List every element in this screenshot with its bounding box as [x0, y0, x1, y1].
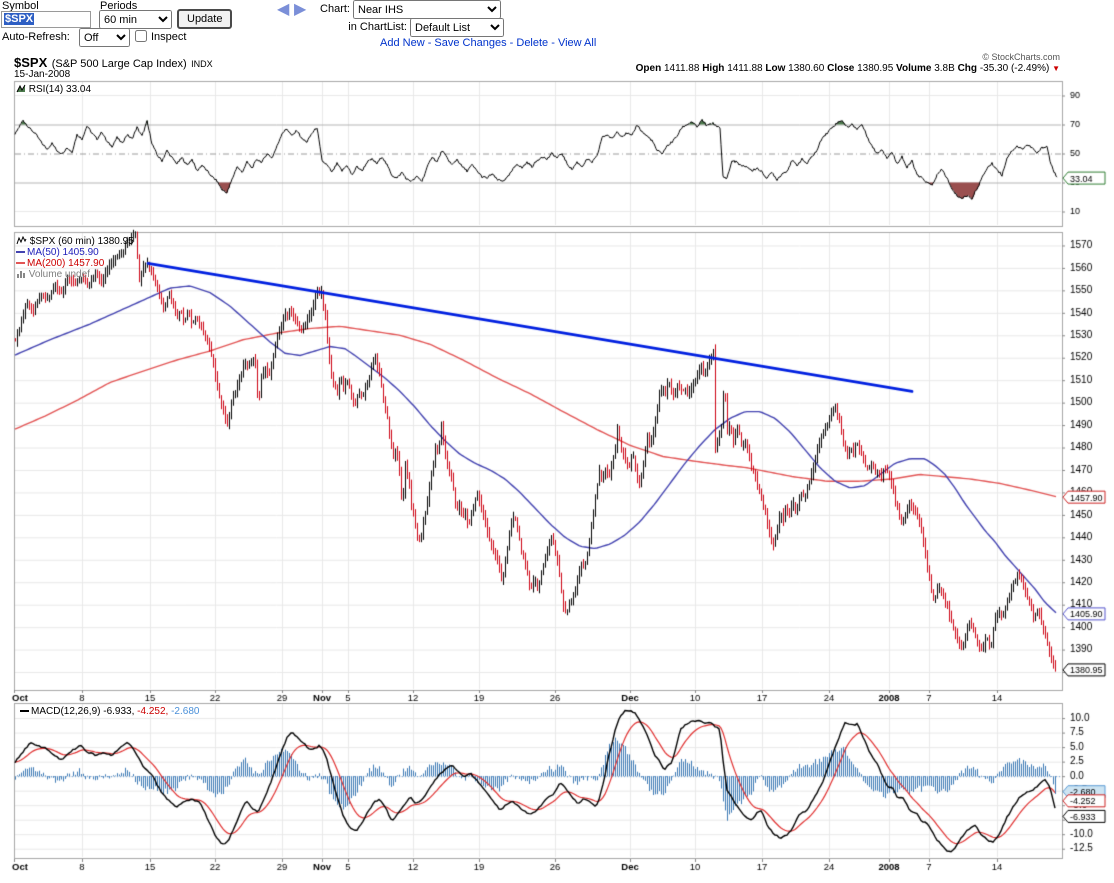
price-legend-main: $SPX (60 min) 1380.95 — [16, 235, 134, 247]
price-series-icon — [16, 235, 27, 245]
symbol-input-value: $SPX — [4, 13, 35, 25]
ma50-line-icon — [16, 251, 25, 254]
periods-label: Periods — [100, 0, 138, 12]
volume-legend-text: Volume undef — [28, 269, 90, 280]
chartlist-label: in ChartList: — [348, 21, 407, 33]
update-button[interactable]: Update — [177, 9, 233, 29]
next-chart-arrow-icon[interactable]: ▶ — [294, 1, 307, 18]
link-separator: - — [506, 37, 517, 49]
ma200-line-icon — [16, 262, 25, 265]
macd-legend: MACD(12,26,9) -6.933, -4.252, -2.680 — [20, 706, 199, 717]
symbol-label: Symbol — [2, 0, 39, 12]
save-changes-link[interactable]: Save Changes — [434, 37, 507, 49]
chart-label: Chart: — [320, 3, 350, 15]
macd-legend-value: -6.933, — [103, 706, 135, 717]
rsi-legend: RSI(14) 33.04 — [16, 84, 91, 95]
periods-select[interactable]: 60 min — [99, 10, 172, 29]
macd-line-icon — [20, 710, 29, 713]
ma50-legend: MA(50) 1405.90 — [16, 247, 134, 258]
view-all-link[interactable]: View All — [557, 37, 597, 49]
chartlist-select[interactable]: Default List — [410, 18, 504, 37]
price-legend-text: $SPX (60 min) 1380.95 — [29, 236, 134, 247]
ma50-legend-text: MA(50) 1405.90 — [27, 247, 99, 258]
link-separator: - — [424, 37, 435, 49]
volume-legend: Volume undef — [16, 269, 134, 280]
macd-legend-name: MACD(12,26,9) — [31, 706, 104, 717]
symbol-input[interactable]: $SPX — [1, 11, 91, 28]
ma200-legend: MA(200) 1457.90 — [16, 258, 134, 269]
delete-link[interactable]: Delete — [516, 37, 549, 49]
price-legend: $SPX (60 min) 1380.95 MA(50) 1405.90 MA(… — [16, 235, 134, 280]
hist-legend-value: -2.680 — [168, 706, 200, 717]
rsi-icon — [16, 84, 26, 93]
rsi-legend-text: RSI(14) 33.04 — [28, 84, 92, 95]
inspect-checkbox[interactable] — [135, 30, 147, 42]
ma200-legend-text: MA(200) 1457.90 — [27, 258, 105, 269]
add-new-link[interactable]: Add New — [380, 37, 425, 49]
chart-select[interactable]: Near IHS — [353, 0, 501, 19]
link-separator: - — [548, 37, 558, 49]
signal-legend-value: -4.252, — [134, 706, 169, 717]
auto-refresh-select[interactable]: Off — [79, 28, 130, 47]
chartlist-links: Add New - Save Changes - Delete - View A… — [380, 37, 596, 49]
inspect-label: Inspect — [151, 31, 187, 43]
prev-chart-arrow-icon[interactable]: ◀ — [277, 1, 290, 18]
volume-icon — [17, 271, 25, 278]
auto-refresh-label: Auto-Refresh: — [2, 31, 70, 43]
